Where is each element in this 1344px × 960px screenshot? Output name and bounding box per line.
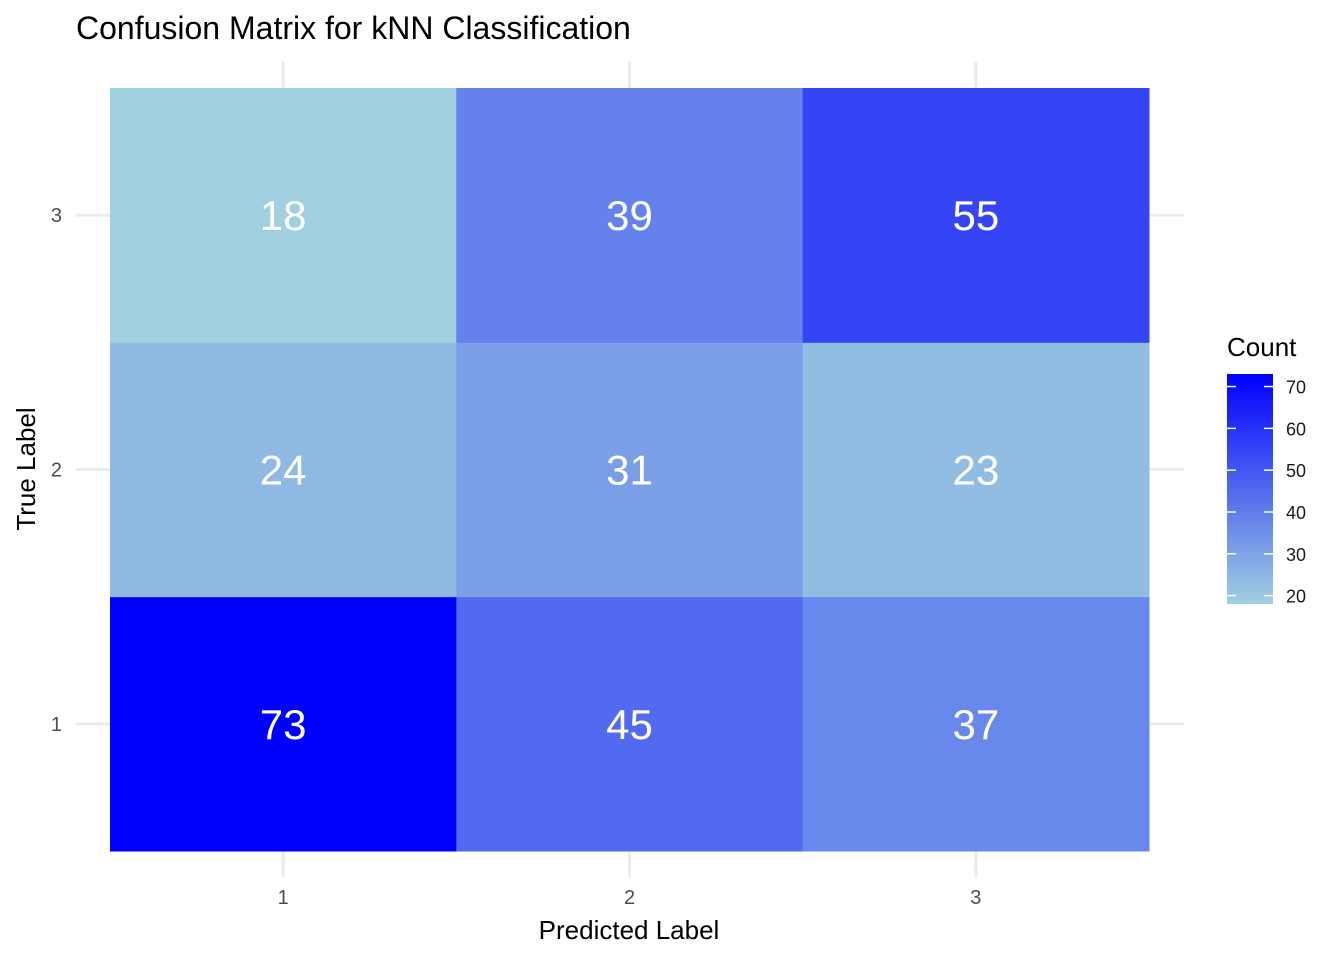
cell-value-true-3-pred-3: 55 bbox=[952, 192, 999, 239]
cell-value-true-3-pred-2: 39 bbox=[606, 192, 653, 239]
cell-value-true-1-pred-2: 45 bbox=[606, 701, 653, 748]
y-tick-3: 3 bbox=[51, 205, 62, 227]
x-tick-2: 2 bbox=[624, 887, 635, 909]
cell-true-2-pred-1 bbox=[110, 342, 457, 598]
cell-value-true-1-pred-1: 73 bbox=[260, 701, 307, 748]
legend-title: Count bbox=[1227, 332, 1297, 362]
cell-true-1-pred-3 bbox=[802, 596, 1150, 852]
cell-value-true-2-pred-1: 24 bbox=[260, 447, 307, 494]
x-axis-title: Predicted Label bbox=[539, 915, 720, 945]
cell-value-labels: 73 45 37 24 31 23 18 39 55 bbox=[260, 192, 999, 748]
cell-value-true-1-pred-3: 37 bbox=[952, 701, 999, 748]
y-tick-1: 1 bbox=[51, 714, 62, 736]
legend-tick-label-50: 50 bbox=[1286, 461, 1306, 481]
x-tick-1: 1 bbox=[278, 887, 289, 909]
x-axis-ticks: 1 2 3 bbox=[278, 887, 982, 909]
cell-value-true-2-pred-2: 31 bbox=[606, 447, 653, 494]
y-tick-2: 2 bbox=[51, 460, 62, 482]
x-tick-3: 3 bbox=[970, 887, 981, 909]
cell-true-1-pred-1 bbox=[110, 596, 457, 852]
cell-true-3-pred-3 bbox=[802, 88, 1150, 343]
cell-true-3-pred-2 bbox=[456, 88, 804, 343]
legend-tick-label-30: 30 bbox=[1286, 545, 1306, 565]
y-axis-ticks: 1 2 3 bbox=[51, 205, 62, 736]
legend-tick-label-40: 40 bbox=[1286, 503, 1306, 523]
cell-true-2-pred-2 bbox=[456, 342, 804, 598]
legend-colorbar bbox=[1227, 374, 1273, 604]
cell-true-1-pred-2 bbox=[456, 596, 804, 852]
chart-title: Confusion Matrix for kNN Classification bbox=[76, 10, 631, 46]
cell-true-3-pred-1 bbox=[110, 88, 457, 343]
legend-tick-label-20: 20 bbox=[1286, 587, 1306, 607]
cell-true-2-pred-3 bbox=[802, 342, 1150, 598]
color-legend: Count 20 30 40 50 60 70 bbox=[1227, 332, 1306, 607]
legend-ticks: 20 30 40 50 60 70 bbox=[1227, 378, 1306, 607]
cell-value-true-3-pred-1: 18 bbox=[260, 192, 307, 239]
legend-tick-label-60: 60 bbox=[1286, 419, 1306, 439]
legend-tick-label-70: 70 bbox=[1286, 378, 1306, 398]
heatmap-cells bbox=[110, 88, 1150, 852]
y-axis-title: True Label bbox=[11, 407, 41, 530]
cell-value-true-2-pred-3: 23 bbox=[952, 447, 999, 494]
